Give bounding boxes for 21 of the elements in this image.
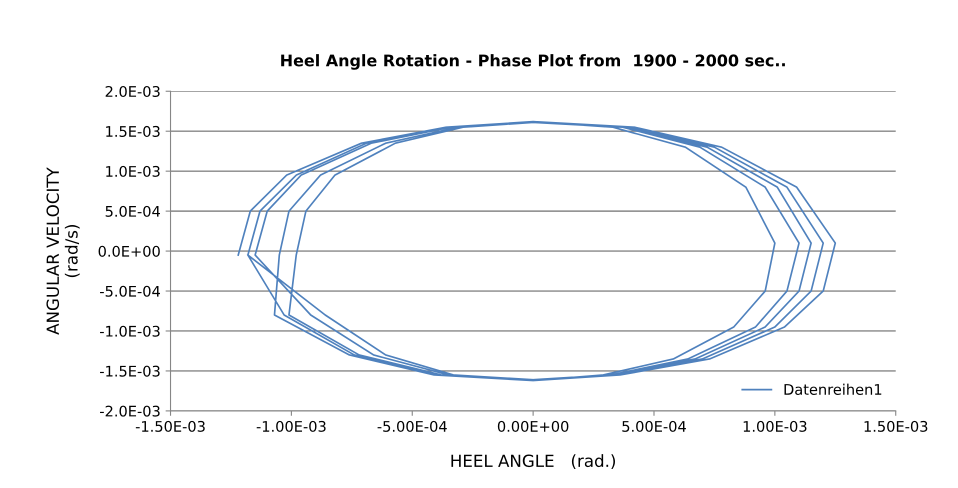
y-tick-label: -5.0E-04 — [100, 286, 160, 297]
y-axis-title: ANGULAR VELOCITY (rad/s) — [46, 167, 80, 335]
x-tick-label: 5.00E-04 — [622, 420, 686, 432]
x-axis-title: HEEL ANGLE (rad.) — [451, 454, 616, 470]
x-tick-label: 1.50E-03 — [864, 420, 928, 432]
chart-title: Heel Angle Rotation - Phase Plot from 1900 - 2000 sec.. — [281, 54, 785, 70]
y-tick-label: 0.0E+00 — [98, 246, 160, 257]
y-tick-label: 5.0E-04 — [106, 206, 160, 217]
x-tick-label: -5.00E-04 — [378, 420, 447, 432]
line-series — [237, 120, 836, 382]
y-tick-label: -2.0E-03 — [100, 406, 160, 417]
y-tick-label: 2.0E-03 — [106, 86, 160, 98]
x-tick-label: -1.50E-03 — [136, 420, 205, 432]
y-tick-label: -1.0E-03 — [100, 326, 160, 337]
legend-label: Datenreihen1 — [784, 384, 882, 395]
x-tick-label: 1.00E-03 — [744, 420, 806, 432]
y-tick-label: 1.0E-03 — [106, 166, 160, 177]
x-tick-label: 0.00E+00 — [498, 420, 568, 432]
x-tick-label: -1.00E-03 — [256, 420, 326, 432]
y-tick-label: -1.5E-03 — [100, 366, 160, 377]
y-tick-label: 1.5E-03 — [106, 126, 160, 137]
